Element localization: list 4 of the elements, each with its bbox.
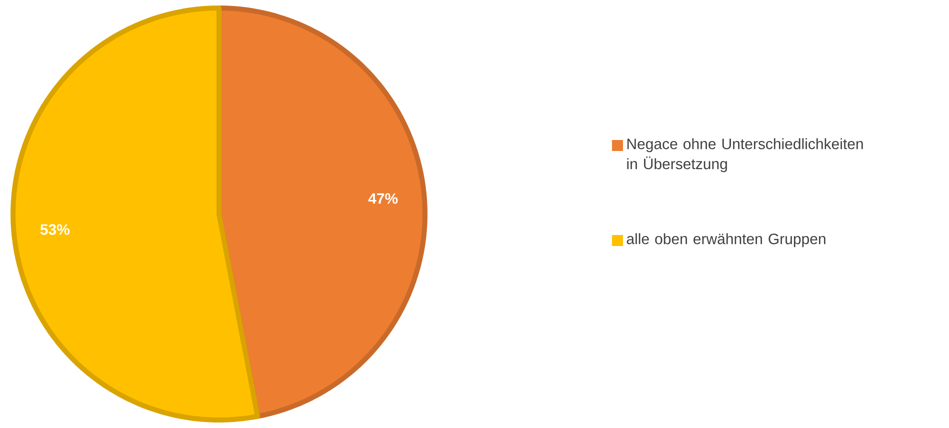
data-label: 47%	[368, 193, 398, 204]
data-label: 53%	[40, 224, 70, 235]
legend-label: Negace ohne Unterschiedlichkeiten in Übersetzung	[627, 138, 863, 172]
legend-label: alle oben erwähnten Gruppen	[626, 233, 826, 248]
